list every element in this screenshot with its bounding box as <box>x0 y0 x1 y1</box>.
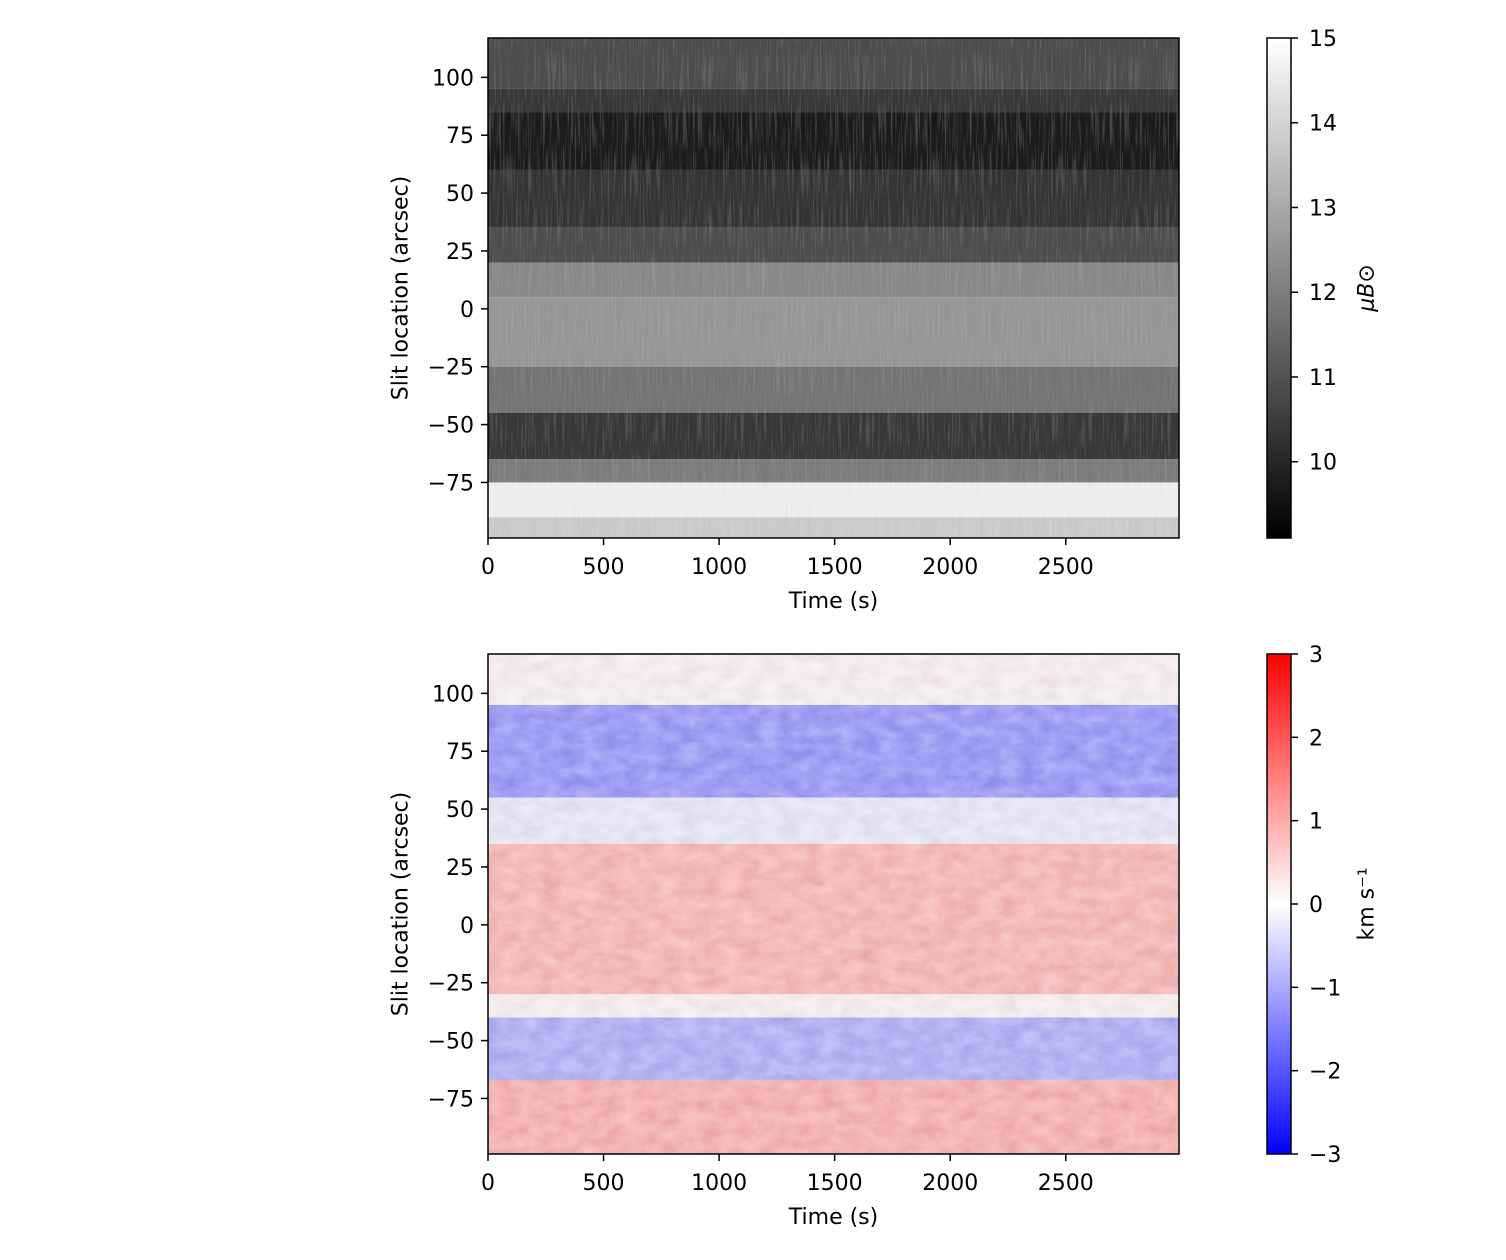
colorbar-tick-label: 10 <box>1309 451 1337 476</box>
heatmap-band <box>488 482 1179 518</box>
x-tick-label: 0 <box>481 555 495 580</box>
y-axis-ticks: 100 75 50 25 0 −25 −50 −75 <box>428 66 488 496</box>
y-axis-label: Slit location (arcsec) <box>389 176 414 401</box>
colorbar-tick-label: −2 <box>1309 1060 1341 1085</box>
heatmap-bands <box>488 38 1179 538</box>
heatmap-band <box>488 704 1179 798</box>
y-tick-label: 25 <box>446 856 474 881</box>
x-tick-label: 1000 <box>691 555 747 580</box>
heatmap-band <box>488 297 1179 367</box>
colorbar-gradient <box>1266 37 1292 539</box>
colorbar-tick-label: 13 <box>1309 196 1337 221</box>
y-axis-label: Slit location (arcsec) <box>389 792 414 1017</box>
plot-frame <box>487 653 1180 1155</box>
heatmap-band <box>488 1017 1179 1080</box>
heatmap-band <box>488 112 1179 170</box>
x-axis-ticks: 0 500 1000 1500 2000 2500 <box>481 1154 1094 1196</box>
colorbar-tick-label: 14 <box>1309 112 1337 137</box>
colorbar-tick-label: 15 <box>1309 27 1337 52</box>
heatmap-band <box>488 459 1179 483</box>
x-tick-label: 0 <box>481 1171 495 1196</box>
colorbar-tick-label: 3 <box>1309 643 1323 668</box>
colorbar-ticks: 10 11 12 13 14 15 <box>1291 27 1337 476</box>
y-tick-label: 100 <box>432 682 474 707</box>
y-tick-label: −25 <box>428 356 474 381</box>
heatmap-band <box>488 88 1179 113</box>
x-tick-label: 2000 <box>922 555 978 580</box>
heatmap-band <box>488 169 1179 228</box>
y-tick-label: 0 <box>460 914 474 939</box>
y-tick-label: −75 <box>428 471 474 496</box>
y-tick-label: −50 <box>428 414 474 439</box>
colorbar-tick-label: −3 <box>1309 1143 1341 1168</box>
heatmap-band <box>488 413 1179 460</box>
colorbar-ticks: 3 2 1 0 −1 −2 −3 <box>1291 643 1341 1168</box>
x-tick-label: 1000 <box>691 1171 747 1196</box>
colorbar-tick-label: 1 <box>1309 810 1323 835</box>
y-tick-label: 75 <box>446 740 474 765</box>
heatmap-band <box>488 366 1179 413</box>
heatmap-band <box>488 654 1179 705</box>
colorbar-label: μB⊙ <box>1355 264 1380 313</box>
heatmap-band <box>488 797 1179 844</box>
y-tick-label: 0 <box>460 298 474 323</box>
y-tick-label: 75 <box>446 124 474 149</box>
colorbar-tick-label: 2 <box>1309 726 1323 751</box>
y-tick-label: −75 <box>428 1087 474 1112</box>
x-axis-label: Time (s) <box>788 1205 878 1230</box>
colorbar-tick-label: 12 <box>1309 281 1337 306</box>
y-tick-label: −50 <box>428 1030 474 1055</box>
x-tick-label: 500 <box>583 555 625 580</box>
intensity-heatmap-panel: 0 500 1000 1500 2000 2500 100 75 50 25 0 −25 −50 −75… <box>389 27 1380 614</box>
colorbar-tick-label: 0 <box>1309 893 1323 918</box>
y-tick-label: 50 <box>446 182 474 207</box>
colorbar: 10 11 12 13 14 15 μB⊙ <box>1266 27 1380 539</box>
x-tick-label: 500 <box>583 1171 625 1196</box>
y-tick-label: 25 <box>446 240 474 265</box>
x-tick-label: 2500 <box>1038 555 1094 580</box>
x-tick-label: 1500 <box>807 1171 863 1196</box>
colorbar-tick-label: −1 <box>1309 976 1341 1001</box>
x-axis-ticks: 0 500 1000 1500 2000 2500 <box>481 538 1094 580</box>
y-axis-ticks: 100 75 50 25 0 −25 −50 −75 <box>428 682 488 1112</box>
colorbar-label: km s⁻¹ <box>1355 867 1380 940</box>
heatmap-band <box>488 517 1179 538</box>
heatmap-band <box>488 1079 1179 1154</box>
colorbar-gradient <box>1266 653 1292 1155</box>
heatmap-band <box>488 843 1179 995</box>
heatmap-band <box>488 994 1179 1018</box>
x-tick-label: 1500 <box>807 555 863 580</box>
velocity-heatmap-panel: 0 500 1000 1500 2000 2500 100 75 50 25 0 −25 −50 −75… <box>389 643 1380 1230</box>
y-tick-label: 100 <box>432 66 474 91</box>
y-tick-label: 50 <box>446 798 474 823</box>
heatmap-bands <box>488 654 1179 1154</box>
x-tick-label: 2500 <box>1038 1171 1094 1196</box>
y-tick-label: −25 <box>428 972 474 997</box>
heatmap-band <box>488 227 1179 263</box>
heatmap-band <box>488 262 1179 298</box>
x-tick-label: 2000 <box>922 1171 978 1196</box>
x-axis-label: Time (s) <box>788 589 878 614</box>
colorbar: 3 2 1 0 −1 −2 −3 km s⁻¹ <box>1266 643 1380 1168</box>
colorbar-tick-label: 11 <box>1309 366 1337 391</box>
heatmap-band <box>488 38 1179 89</box>
plot-frame <box>487 37 1180 539</box>
